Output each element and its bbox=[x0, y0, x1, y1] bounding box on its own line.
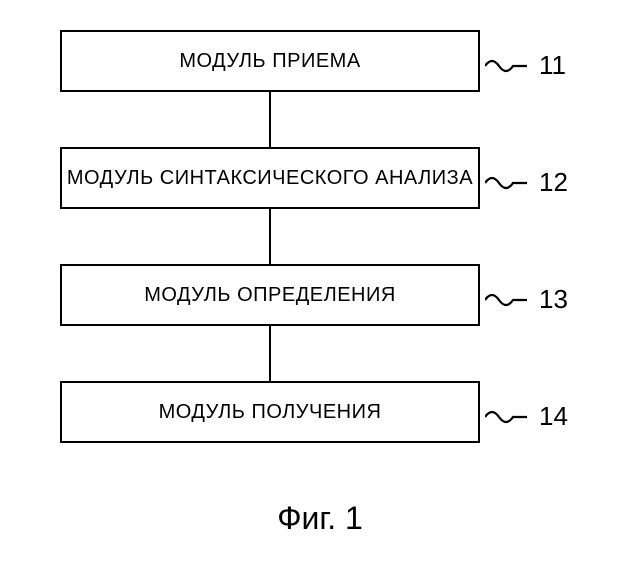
label-14-number: 14 bbox=[539, 401, 568, 432]
label-12-number: 12 bbox=[539, 167, 568, 198]
label-13-group: 13 bbox=[485, 284, 568, 315]
block-14-label: МОДУЛЬ ПОЛУЧЕНИЯ bbox=[159, 401, 382, 424]
label-12-group: 12 bbox=[485, 167, 568, 198]
block-11: МОДУЛЬ ПРИЕМА bbox=[60, 30, 480, 92]
connector-2 bbox=[269, 209, 271, 264]
connector-1 bbox=[269, 92, 271, 147]
connector-3 bbox=[269, 326, 271, 381]
lead-line-icon bbox=[485, 288, 527, 312]
lead-line-icon bbox=[485, 405, 527, 429]
block-11-label: МОДУЛЬ ПРИЕМА bbox=[179, 50, 360, 73]
block-13-label: МОДУЛЬ ОПРЕДЕЛЕНИЯ bbox=[144, 284, 396, 307]
block-12: МОДУЛЬ СИНТАКСИЧЕСКОГО АНАЛИЗА bbox=[60, 147, 480, 209]
figure-caption: Фиг. 1 bbox=[0, 500, 640, 537]
label-11-group: 11 bbox=[485, 50, 566, 81]
block-13: МОДУЛЬ ОПРЕДЕЛЕНИЯ bbox=[60, 264, 480, 326]
flowchart-container: МОДУЛЬ ПРИЕМА 11 МОДУЛЬ СИНТАКСИЧЕСКОГО … bbox=[60, 30, 580, 443]
lead-line-icon bbox=[485, 171, 527, 195]
label-13-number: 13 bbox=[539, 284, 568, 315]
block-14: МОДУЛЬ ПОЛУЧЕНИЯ bbox=[60, 381, 480, 443]
lead-line-icon bbox=[485, 54, 527, 78]
label-14-group: 14 bbox=[485, 401, 568, 432]
label-11-number: 11 bbox=[539, 50, 566, 81]
block-12-label: МОДУЛЬ СИНТАКСИЧЕСКОГО АНАЛИЗА bbox=[67, 167, 473, 190]
